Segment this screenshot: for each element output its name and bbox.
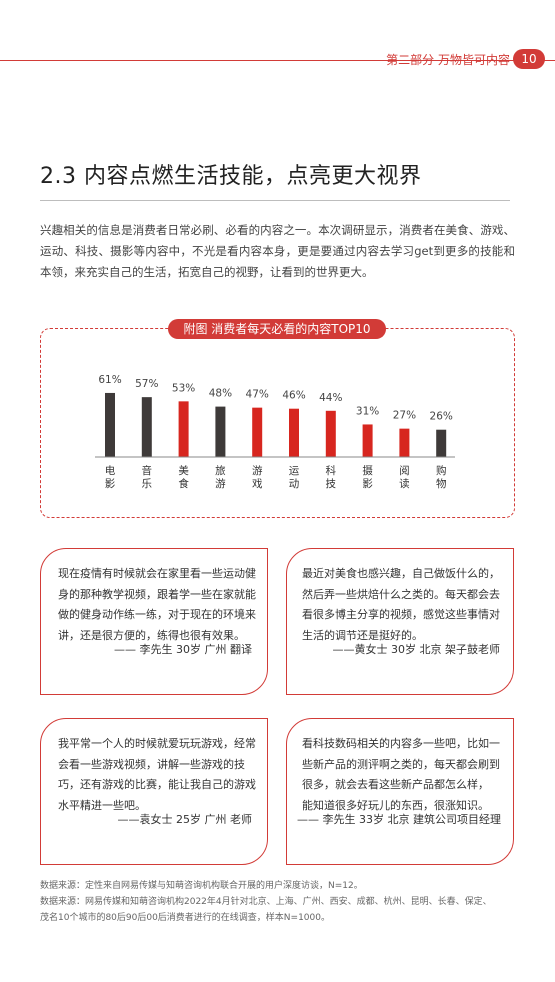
value-label: 26% [430,411,453,423]
quote-card-3: 我平常一个人的时候就爱玩玩游戏，经常 会看一些游戏视频，讲解一些游戏的技 巧，还… [40,718,268,865]
bar-摄影 [362,424,373,457]
page-number-badge: 10 [513,49,545,69]
category-label: 科技 [326,464,337,490]
category-label: 音乐 [142,464,153,490]
quote-card-2: 最近对美食也感兴趣，自己做饭什么的， 然后弄一些烘焙什么之类的。每天都会去 看很… [286,548,514,695]
quote-line: 现在疫情有时候就会在家里看一些运动健 [58,567,256,580]
header-rule [0,60,555,61]
quote-line: 看很多博主分享的视频，感觉这些事情对 [302,608,500,621]
value-label: 27% [393,410,416,422]
category-label: 美食 [178,464,189,490]
value-label: 46% [282,390,305,402]
quote-line: 会看一些游戏视频，讲解一些游戏的技 [58,757,245,771]
bar-chart: 61% 电影 57% 音乐 53% 美食 48% 旅游 47% 游戏 46% 运动 44% 科技 31% 摄影… [95,374,455,490]
source-line: 数据来源：定性来自网易传媒与知萌咨询机构联合开展的用户深度访谈，N=12。 [40,881,363,891]
quote-line: 水平精进一些吧。 [58,798,146,812]
quote-signature: ——黄女士 30岁 北京 架子鼓老师 [332,643,501,656]
value-label: 57% [135,378,158,390]
bar-购物 [436,429,447,457]
quote-line: 身的那种教学视频，跟着学一些在家就能 [58,587,256,601]
category-label: 运动 [289,465,300,490]
quote-line: 讲，还是很方便的，练得也很有效果。 [58,628,245,642]
quote-card-4: 看科技数码相关的内容多一些吧，比如一 些新产品的测评啊之类的，每天都会刷到 很多… [286,718,514,865]
value-label: 31% [356,405,379,417]
intro-paragraph: 兴趣相关的信息是消费者日常必刷、必看的内容之一。本次调研显示，消费者在美食、游戏… [40,223,515,279]
bar-旅游 [215,406,226,457]
source-line: 茂名10个城市的80后90后00后消费者进行的在线调查，样本N=1000。 [40,913,330,923]
bar-游戏 [252,407,263,457]
bar-音乐 [141,397,152,457]
page-header: 第二部分 万物皆可内容 10 [0,0,555,80]
data-sources: 数据来源：定性来自网易传媒与知萌咨询机构联合开展的用户深度访谈，N=12。 数据… [40,878,520,926]
quote-signature: ——袁女士 25岁 广州 老师 [117,813,253,826]
quote-line: 看科技数码相关的内容多一些吧，比如一 [302,737,500,750]
value-label: 44% [319,392,342,404]
quote-line: 巧，还有游戏的比赛，能让我自己的游戏 [58,778,256,791]
section-label: 第二部分 万物皆可内容 [386,53,510,67]
category-label: 购物 [436,464,447,490]
value-label: 53% [172,382,195,394]
quote-line: 很多，就会去看这些新产品都怎么样， [302,778,489,791]
category-label: 摄影 [362,464,373,490]
source-line: 数据来源：网易传媒和知萌咨询机构2022年4月针对北京、上海、广州、西安、成都、… [40,897,492,907]
category-label: 旅游 [215,464,226,490]
value-label: 61% [98,374,121,386]
quote-card-1: 现在疫情有时候就会在家里看一些运动健 身的那种教学视频，跟着学一些在家就能 做的… [40,548,268,695]
category-label: 阅读 [399,464,410,490]
quote-signature: —— 李先生 33岁 北京 建筑公司项目经理 [297,813,501,826]
quote-line: 做的健身动作练一练，对于现在的环境来 [58,608,256,621]
bar-运动 [289,408,299,457]
bar-电影 [105,392,115,457]
page-title: 2.3 内容点燃生活技能，点亮更大视界 [40,164,422,189]
category-label: 游戏 [252,464,263,490]
chart-title: 附图 消费者每天必看的内容TOP10 [168,319,386,339]
quote-signature: —— 李先生 30岁 广州 翻译 [114,643,252,656]
title-rule [40,200,510,201]
bar-阅读 [399,428,410,457]
quote-line: 能知道很多好玩儿的东西，很涨知识。 [302,798,489,812]
quote-line: 然后弄一些烘焙什么之类的。每天都会去 [302,587,500,601]
bar-科技 [325,410,336,457]
category-label: 电影 [105,464,116,490]
quote-line: 生活的调节还是挺好的。 [302,628,423,642]
quote-line: 我平常一个人的时候就爱玩玩游戏，经常 [58,737,256,750]
value-label: 48% [209,388,232,400]
bar-美食 [178,401,189,457]
value-label: 47% [246,389,269,401]
quote-line: 最近对美食也感兴趣，自己做饭什么的， [302,567,500,580]
quote-line: 些新产品的测评啊之类的，每天都会刷到 [302,757,500,771]
